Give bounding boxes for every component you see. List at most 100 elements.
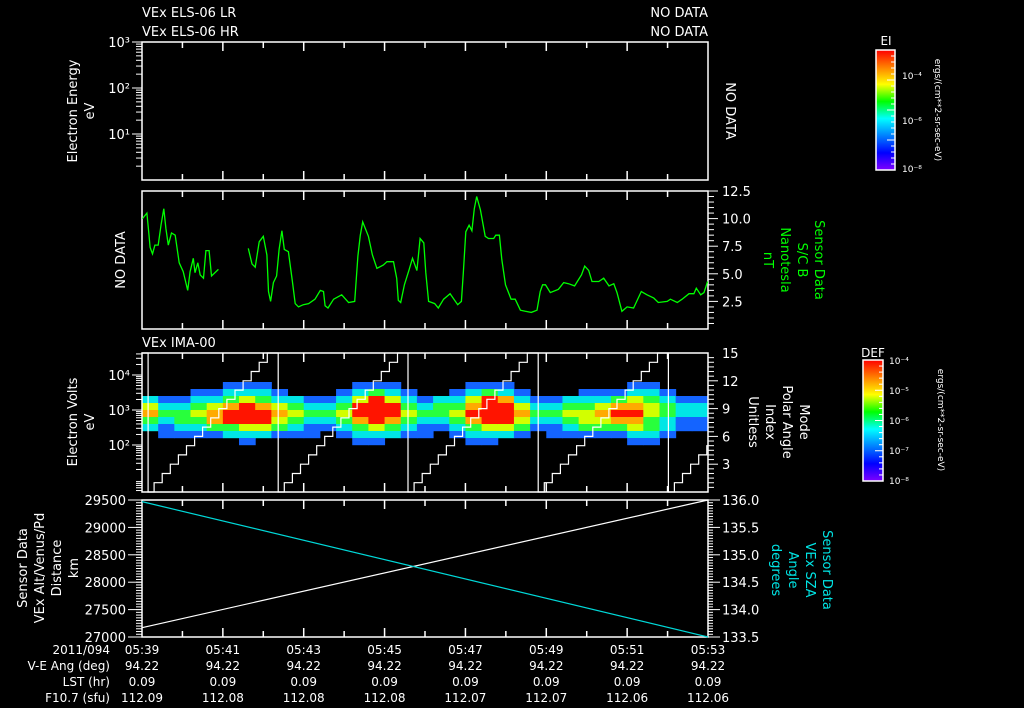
ephemeris-value: 05:49 (529, 643, 564, 657)
y-right-tick-label: 2.5 (722, 295, 743, 310)
y-tick-label: 10⁴ (108, 369, 130, 384)
heatmap-cell (319, 410, 337, 418)
heatmap-cell (610, 403, 628, 411)
heatmap-cell (643, 438, 660, 446)
heatmap-cell (465, 382, 483, 390)
heatmap-cell (562, 424, 580, 432)
heatmap-cell (481, 403, 499, 411)
sza-label-line: Angle (785, 552, 800, 589)
y-tick-label: 27000 (85, 631, 126, 646)
heatmap-cell (206, 389, 224, 397)
heatmap-cell (643, 417, 660, 425)
heatmap-cell (465, 403, 483, 411)
def-colorbar-label: 10⁻⁷ (889, 447, 909, 457)
heatmap-cell (481, 382, 499, 390)
heatmap-cell (546, 424, 563, 432)
heatmap-cell (594, 417, 612, 425)
heatmap-cell (465, 396, 483, 404)
heatmap-cell (222, 431, 240, 439)
heatmap-cell (142, 396, 159, 404)
ima-ylabel-line: Electron Volts (66, 377, 81, 466)
els-hr-title: VEx ELS-06 HR (142, 25, 239, 40)
y-right-tick-label: 9 (722, 403, 730, 418)
ephemeris-value: 05:45 (367, 643, 402, 657)
heatmap-cell (465, 424, 483, 432)
heatmap-cell (255, 410, 272, 418)
heatmap-cell (449, 431, 466, 439)
heatmap-cell (465, 389, 483, 397)
heatmap-cell (643, 382, 660, 390)
heatmap-cell (546, 403, 563, 411)
y-right-tick-label: 6 (722, 430, 730, 445)
heatmap-cell (206, 410, 224, 418)
heatmap-cell (675, 396, 693, 404)
heatmap-cell (449, 424, 466, 432)
y-right-tick-label: 133.5 (722, 631, 759, 646)
alt-label-line: Sensor Data (16, 528, 31, 608)
heatmap-cell (271, 431, 289, 439)
ephemeris-value: 05:53 (691, 643, 726, 657)
heatmap-cell (287, 396, 305, 404)
def-colorbar-title: DEF (861, 346, 885, 360)
alt-label-line: km (67, 558, 82, 578)
heatmap-cell (174, 424, 192, 432)
heatmap-cell (255, 431, 272, 439)
heatmap-cell (368, 396, 386, 404)
heatmap-cell (691, 424, 709, 432)
sza-right-label: Sensor Data VEx SZA Angle degrees (768, 530, 834, 610)
heatmap-cell (384, 403, 402, 411)
heatmap-cell (206, 396, 224, 404)
ephemeris-value: 112.08 (283, 691, 325, 705)
mode-label-line: Index (762, 404, 777, 440)
els-ylabel-line: eV (83, 102, 98, 119)
heatmap-cell (513, 417, 531, 425)
heatmap-cell (546, 396, 563, 404)
heatmap-cell (239, 417, 256, 425)
ephemeris-value: 05:43 (286, 643, 321, 657)
heatmap-cell (513, 424, 531, 432)
alt-label-line: Distance (50, 540, 65, 597)
heatmap-cell (562, 417, 580, 425)
heatmap-cell (513, 389, 531, 397)
heatmap-cell (546, 410, 563, 418)
heatmap-cell (190, 403, 208, 411)
ei-colorbar: EI 10⁻⁴ 10⁻⁶ 10⁻⁸ ergs/(cm**2-sr-sec-eV) (880, 34, 942, 175)
heatmap-cell (675, 410, 693, 418)
heatmap-cell (627, 417, 644, 425)
heatmap-cell (368, 403, 386, 411)
heatmap-cell (627, 438, 644, 446)
heatmap-cell (643, 396, 660, 404)
heatmap-cell (433, 424, 450, 432)
ei-colorbar-title: EI (880, 34, 891, 48)
def-colorbar-label: 10⁻⁵ (889, 387, 909, 397)
y-tick-label: 28000 (85, 576, 126, 591)
heatmap-cell (384, 431, 402, 439)
heatmap-cell (287, 431, 305, 439)
heatmap-cell (222, 389, 240, 397)
ephemeris-value: 94.22 (125, 659, 159, 673)
ei-colorbar-label: 10⁻⁸ (902, 165, 922, 175)
heatmap-cell (174, 403, 192, 411)
heatmap-cell (675, 424, 693, 432)
heatmap-cell (643, 431, 660, 439)
heatmap-cell (336, 389, 353, 397)
heatmap-cell (675, 403, 693, 411)
y-tick-label: 28500 (85, 549, 126, 564)
y-tick-label: 10² (108, 439, 130, 454)
heatmap-cell (594, 410, 612, 418)
heatmap-cell (190, 417, 208, 425)
heatmap-cell (497, 382, 515, 390)
heatmap-cell (497, 403, 515, 411)
heatmap-cell (303, 424, 321, 432)
ephemeris-value: 05:41 (206, 643, 241, 657)
heatmap-cell (239, 389, 256, 397)
heatmap-cell (158, 396, 175, 404)
heatmap-cell (287, 410, 305, 418)
heatmap-cell (400, 424, 418, 432)
heatmap-cell (222, 382, 240, 390)
panel-frame (141, 41, 709, 181)
def-colorbar-label: 10⁻⁶ (889, 417, 909, 427)
heatmap-cell (239, 431, 256, 439)
b-left-no-data: NO DATA (114, 231, 129, 289)
